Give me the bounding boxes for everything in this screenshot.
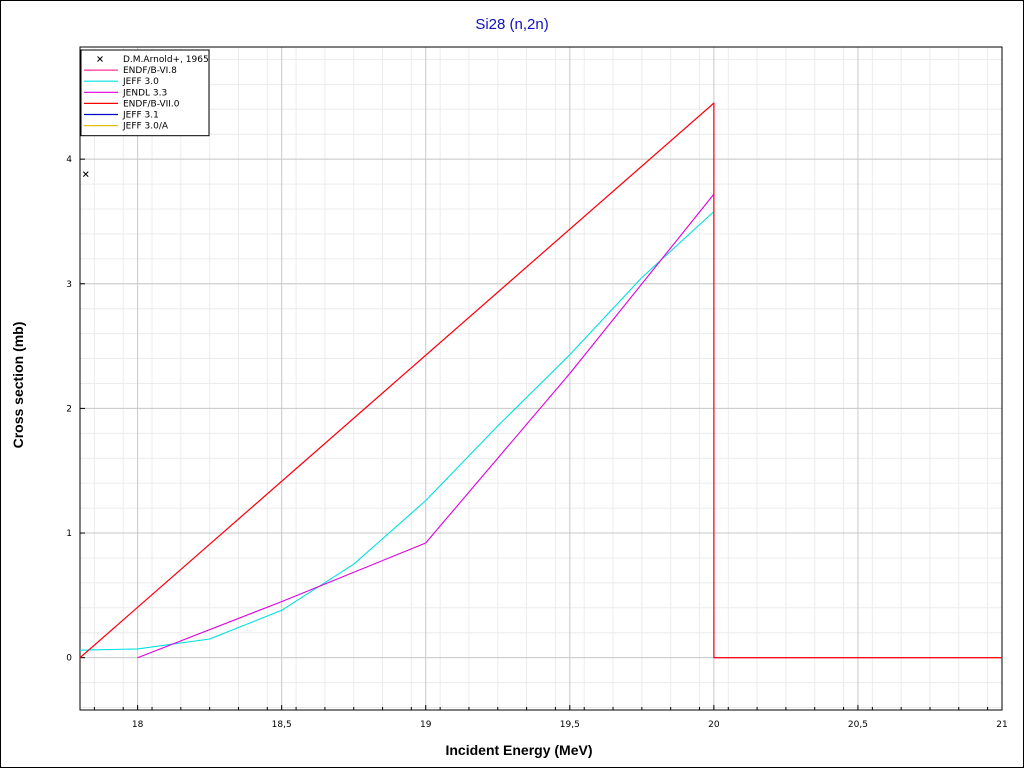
legend-label-jeff-3-1: JEFF 3.1 bbox=[122, 111, 159, 121]
y-tick-label: 1 bbox=[66, 529, 72, 539]
axis-ticks: 18 18,5 19 19,5 20 20,5 21 0 1 2 3 4 bbox=[66, 155, 1007, 730]
grid bbox=[80, 47, 1003, 710]
legend-label-endf-b-vi-8: ENDF/B-VI.8 bbox=[123, 66, 177, 76]
x-tick-label: 20 bbox=[708, 720, 720, 730]
legend-label-endf-b-vii-0: ENDF/B-VII.0 bbox=[123, 99, 180, 109]
legend-label-d-m-arnold-1965: D.M.Arnold+, 1965 bbox=[123, 55, 209, 65]
x-tick-label: 20,5 bbox=[848, 720, 868, 730]
x-tick-label: 18 bbox=[132, 720, 144, 730]
legend-label-jeff-3-0: JEFF 3.0 bbox=[122, 77, 159, 87]
x-tick-label: 18,5 bbox=[272, 720, 292, 730]
plot-area bbox=[79, 46, 1003, 711]
x-tick-label: 19,5 bbox=[560, 720, 580, 730]
x-axis-label: Incident Energy (MeV) bbox=[445, 742, 592, 758]
chart-title: Si28 (n,2n) bbox=[475, 16, 548, 33]
y-tick-label: 0 bbox=[66, 654, 72, 664]
y-axis-label: Cross section (mb) bbox=[10, 322, 26, 449]
x-tick-label: 21 bbox=[996, 720, 1007, 730]
series-group bbox=[79, 102, 1002, 659]
y-tick-label: 4 bbox=[66, 155, 72, 165]
series-line-jendl-3-3 bbox=[137, 193, 715, 659]
y-tick-label: 3 bbox=[66, 280, 72, 290]
data-point-d-m-arnold-1965 bbox=[82, 171, 89, 177]
legend-label-jendl-3-3: JENDL 3.3 bbox=[122, 88, 167, 98]
series-line-endf-b-vi-8 bbox=[79, 102, 1002, 659]
series-line-endf-b-vii-0 bbox=[79, 102, 1002, 659]
legend-marker-d-m-arnold-1965 bbox=[97, 56, 103, 62]
legend-label-jeff-3-0-a: JEFF 3.0/A bbox=[122, 122, 169, 132]
y-tick-label: 2 bbox=[66, 404, 72, 414]
x-tick-label: 19 bbox=[420, 720, 432, 730]
series-line-jeff-3-0 bbox=[79, 211, 715, 651]
